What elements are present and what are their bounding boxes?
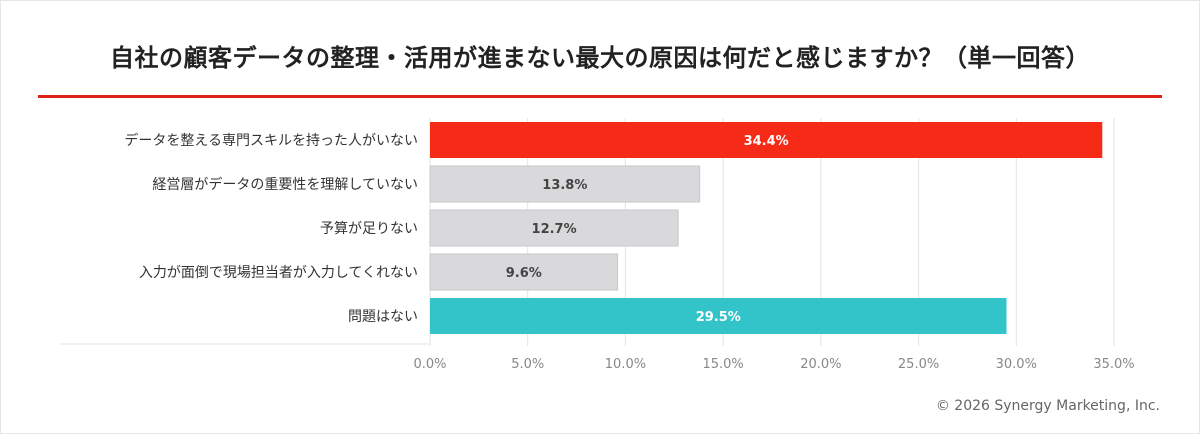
x-tick-label: 35.0% [1093,357,1134,370]
bar-chart: 34.4% 13.8% 12.7% 9.6% 29.5% データを整える専門スキルを持っ… [60,118,1135,370]
category-label: 経営層がデータの重要性を理解していない [152,176,418,193]
x-tick-label: 10.0% [605,357,646,370]
title-divider [38,95,1162,98]
bars: 34.4% 13.8% 12.7% 9.6% 29.5% [429,122,1103,334]
copyright-notice: © 2026 Synergy Marketing, Inc. [935,398,1160,414]
chart-title: 自社の顧客データの整理・活用が進まない最大の原因は何だと感じますか？（単一回答） [110,44,1090,72]
x-tick-label: 5.0% [511,357,544,370]
category-label: 問題はない [348,309,418,325]
bar-value-label: 34.4% [744,134,789,149]
category-label: 入力が面倒で現場担当者が入力してくれない [139,265,418,281]
bar [430,122,1103,158]
bar [429,209,679,247]
bar-value-label: 13.8% [542,178,587,193]
x-tick-label: 0.0% [413,357,446,370]
bar [429,165,701,203]
x-tick-labels: 0.0% 5.0% 10.0% 15.0% 20.0% 25.0% 30.0% 35.0% [413,357,1134,370]
bar [430,298,1007,334]
x-tick-label: 30.0% [996,357,1037,370]
bar-value-label: 9.6% [506,266,542,281]
category-labels: データを整える専門スキルを持った人がいない経営層がデータの重要性を理解していない… [124,132,418,325]
bar [429,253,619,291]
x-tick-label: 20.0% [800,357,841,370]
x-tick-label: 15.0% [702,357,743,370]
category-label: データを整える専門スキルを持った人がいない [124,132,418,149]
x-tick-label: 25.0% [898,357,939,370]
bar-value-label: 29.5% [696,310,741,325]
category-label: 予算が足りない [320,221,418,237]
bar-value-label: 12.7% [532,222,577,237]
